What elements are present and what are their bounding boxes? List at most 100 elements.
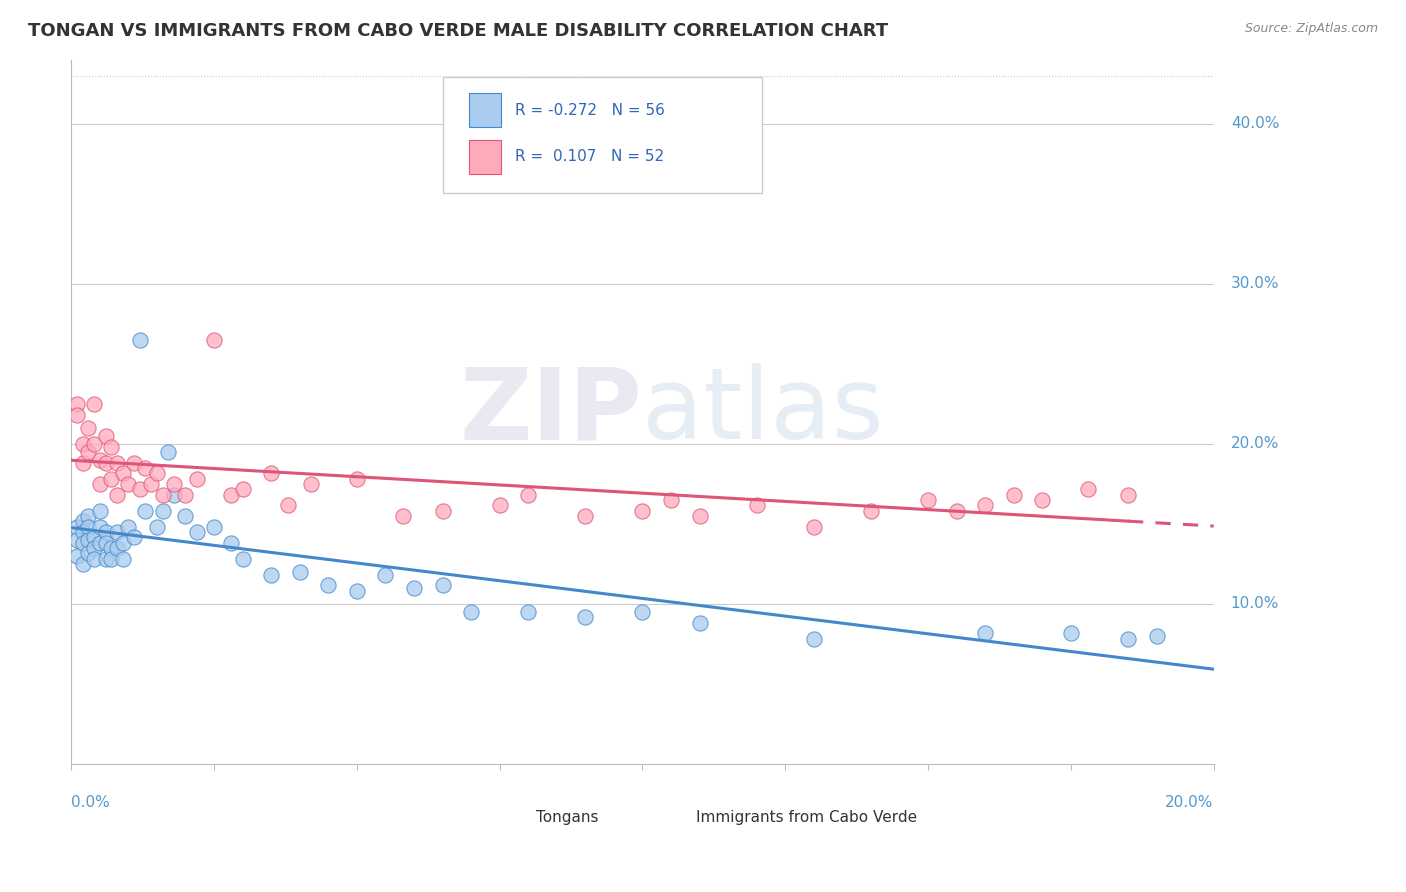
Point [89, 452, 111, 467]
Text: Immigrants from Cabo Verde: Immigrants from Cabo Verde [696, 810, 917, 825]
Point [83, 529, 105, 543]
Point [94, 428, 117, 442]
Text: 0.0%: 0.0% [72, 796, 110, 811]
Point [66, 520, 89, 534]
Point [66, 408, 89, 422]
Point [100, 472, 122, 486]
Point [134, 504, 156, 518]
Point [111, 536, 134, 550]
Point [316, 577, 339, 591]
Point [122, 529, 145, 543]
Point [346, 583, 368, 598]
Point [186, 524, 208, 539]
Text: TONGAN VS IMMIGRANTS FROM CABO VERDE MALE DISABILITY CORRELATION CHART: TONGAN VS IMMIGRANTS FROM CABO VERDE MAL… [28, 22, 889, 40]
Point [1146, 629, 1168, 643]
Text: Source: ZipAtlas.com: Source: ZipAtlas.com [1244, 22, 1378, 36]
Point [631, 605, 654, 619]
Point [83, 436, 105, 450]
Point [83, 552, 105, 566]
Point [299, 476, 322, 491]
Text: Tongans: Tongans [536, 810, 599, 825]
Point [72, 514, 94, 528]
Point [128, 333, 150, 347]
Text: R =  0.107   N = 52: R = 0.107 N = 52 [515, 149, 664, 164]
Point [202, 520, 225, 534]
Point [186, 472, 208, 486]
Point [134, 460, 156, 475]
Point [803, 632, 825, 646]
Point [859, 504, 882, 518]
Point [157, 444, 180, 458]
Point [574, 508, 596, 523]
Point [94, 552, 117, 566]
Point [72, 536, 94, 550]
Point [105, 541, 128, 555]
Point [146, 520, 169, 534]
Point [219, 536, 242, 550]
Point [689, 615, 711, 630]
Point [111, 552, 134, 566]
Point [72, 456, 94, 470]
Point [72, 557, 94, 571]
Point [152, 504, 174, 518]
Point [432, 504, 454, 518]
Point [100, 552, 122, 566]
Point [374, 568, 396, 582]
Point [631, 504, 654, 518]
Point [1002, 488, 1025, 502]
Point [94, 524, 117, 539]
Point [77, 545, 100, 559]
Point [346, 472, 368, 486]
Point [659, 492, 682, 507]
Point [1077, 482, 1099, 496]
Point [89, 536, 111, 550]
Point [122, 456, 145, 470]
Point [517, 488, 540, 502]
Point [488, 498, 510, 512]
Text: 10.0%: 10.0% [1230, 596, 1279, 611]
Point [163, 488, 186, 502]
Text: atlas: atlas [643, 363, 884, 460]
Point [219, 488, 242, 502]
Point [260, 466, 283, 480]
Point [945, 504, 967, 518]
Point [174, 508, 197, 523]
Point [288, 565, 311, 579]
Text: R = -0.272   N = 56: R = -0.272 N = 56 [515, 103, 665, 118]
Point [89, 476, 111, 491]
Point [77, 420, 100, 434]
Bar [468, 94, 501, 128]
Point [100, 440, 122, 454]
Point [1031, 492, 1053, 507]
Point [460, 605, 482, 619]
Point [77, 533, 100, 547]
Point [574, 609, 596, 624]
Point [1060, 625, 1083, 640]
Point [77, 444, 100, 458]
Point [146, 466, 169, 480]
Point [94, 536, 117, 550]
Text: ZIP: ZIP [460, 363, 643, 460]
Point [89, 504, 111, 518]
Point [974, 498, 997, 512]
Point [260, 568, 283, 582]
Point [83, 397, 105, 411]
Point [77, 520, 100, 534]
Bar [505, 806, 530, 830]
Text: 40.0%: 40.0% [1230, 116, 1279, 131]
Point [917, 492, 939, 507]
FancyBboxPatch shape [443, 78, 762, 194]
Bar [468, 140, 501, 174]
Point [803, 520, 825, 534]
Point [163, 476, 186, 491]
Point [174, 488, 197, 502]
Point [689, 508, 711, 523]
Point [117, 476, 139, 491]
Point [402, 581, 425, 595]
Point [517, 605, 540, 619]
Point [72, 436, 94, 450]
Point [232, 552, 254, 566]
Point [745, 498, 768, 512]
Point [432, 577, 454, 591]
Point [105, 456, 128, 470]
